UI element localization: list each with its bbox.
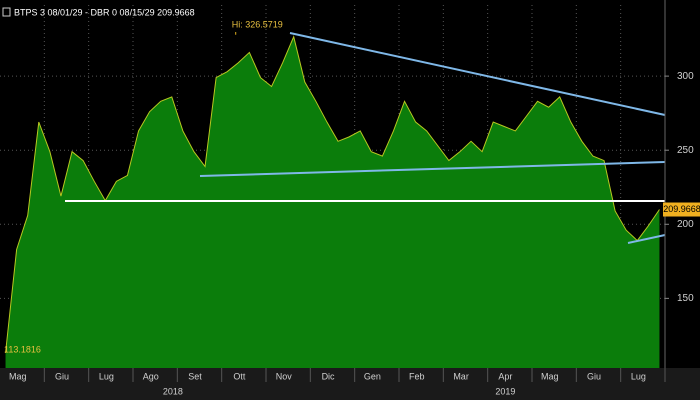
trend-line (199, 161, 666, 177)
x-axis-band (0, 368, 700, 400)
chart-title: BTPS 3 08/01/29 - DBR 0 08/15/29 209.966… (14, 7, 195, 17)
trend-line (627, 234, 666, 244)
x-tick-label: Dic (322, 371, 335, 381)
x-tick-label: Gen (364, 371, 381, 381)
x-tick-label: Set (188, 371, 202, 381)
y-tick-label: 150 (677, 293, 694, 304)
year-label: 2019 (495, 386, 515, 396)
x-tick-label: Giu (55, 371, 69, 381)
high-label: Hi: 326.5719 (232, 19, 283, 29)
x-tick-label: Lug (99, 371, 114, 381)
y-tick-label: 250 (677, 145, 694, 156)
x-tick-label: Mag (541, 371, 559, 381)
x-tick-label: Ago (143, 371, 159, 381)
x-tick-label: Lug (631, 371, 646, 381)
x-tick-label: Nov (276, 371, 293, 381)
y-tick-label: 300 (677, 71, 694, 82)
x-tick-label: Apr (498, 371, 512, 381)
y-tick-label: 200 (677, 219, 694, 230)
area (5, 36, 660, 369)
x-tick-label: Feb (409, 371, 425, 381)
plot (0, 5, 666, 369)
x-tick-label: Mag (9, 371, 27, 381)
icon (2, 7, 11, 17)
last-value-label: 209.9668 (663, 204, 700, 214)
low-label: 113.1816 (4, 344, 41, 354)
year-label: 2018 (163, 386, 183, 396)
x-tick-label: Mar (453, 371, 469, 381)
line (5, 35, 660, 353)
trend-line (289, 32, 666, 116)
last-value-box (663, 202, 700, 217)
x-tick-label: Ott (233, 371, 246, 381)
x-tick-label: Giu (587, 371, 601, 381)
